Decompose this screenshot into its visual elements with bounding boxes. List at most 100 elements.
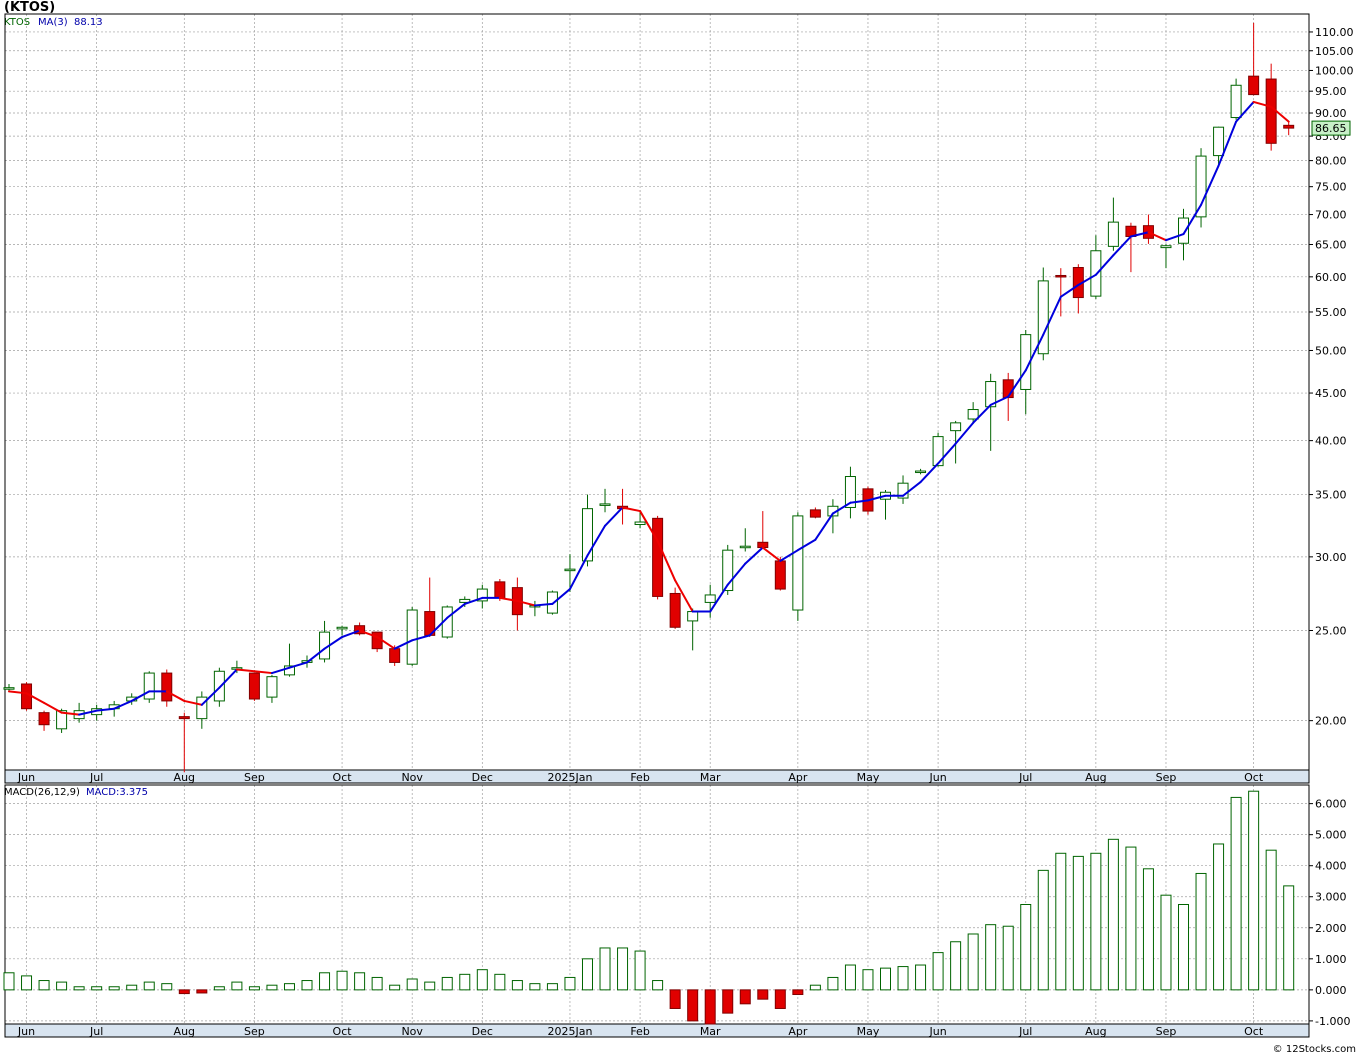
macd-bar	[1283, 885, 1295, 991]
ma3-segment	[288, 661, 309, 669]
macd-bar	[354, 972, 366, 991]
macd-bar	[511, 980, 523, 991]
price-month-label: Aug	[1085, 771, 1106, 784]
macd-bar	[652, 980, 664, 991]
macd-bar	[1230, 796, 1242, 991]
macd-ytick-label: 0.000	[1315, 984, 1347, 997]
macd-bar	[441, 976, 453, 991]
candle-body	[1283, 124, 1295, 129]
ma3-segment	[1270, 105, 1290, 123]
candle-body	[1055, 274, 1067, 278]
candle-body	[406, 609, 418, 665]
ma3-segment	[165, 690, 186, 702]
macd-bar	[967, 933, 979, 991]
candle-body	[722, 549, 734, 592]
price-month-label: Jul	[1018, 771, 1032, 784]
macd-bar	[196, 989, 208, 994]
macd-bar	[669, 989, 681, 1009]
price-gridlines	[5, 14, 1309, 770]
price-ytick-label: 70.00	[1315, 209, 1347, 222]
candle-body	[476, 588, 488, 602]
price-month-label: May	[857, 771, 880, 784]
ma3-segment	[78, 709, 98, 716]
macd-bar	[424, 981, 436, 991]
macd-bars	[3, 790, 1295, 1025]
ma3-segment	[1182, 203, 1203, 236]
macd-bar	[371, 976, 383, 991]
price-ytick-label: 110.00	[1315, 26, 1354, 39]
ma3-segment	[1235, 100, 1255, 123]
macd-bar	[1037, 869, 1049, 991]
macd-month-label: Mar	[700, 1025, 721, 1038]
ma3-segment	[183, 699, 203, 706]
candle-body	[1107, 221, 1119, 247]
price-month-label: Oct	[1244, 771, 1264, 784]
macd-bar	[73, 986, 85, 991]
macd-month-label: May	[857, 1025, 880, 1038]
ma3-segment	[1112, 235, 1132, 257]
price-panel-border	[4, 13, 1310, 771]
macd-bar	[38, 980, 50, 991]
price-ytick-label: 45.00	[1315, 387, 1347, 400]
price-month-label: Nov	[401, 771, 423, 784]
price-panel	[4, 13, 1310, 784]
ma3-segment	[1094, 254, 1115, 276]
candle-body	[792, 515, 804, 611]
macd-bar	[827, 976, 839, 991]
macd-bar	[1265, 849, 1277, 991]
macd-bar	[476, 969, 488, 991]
ma3-segment	[568, 554, 589, 591]
ma3-segment	[253, 670, 273, 675]
candle-body	[38, 712, 50, 726]
macd-bar	[213, 986, 225, 991]
macd-bar	[1020, 904, 1032, 991]
macd-bar	[564, 976, 576, 991]
macd-bar	[985, 924, 997, 991]
price-legend-ma-value: 88.13	[74, 17, 103, 28]
macd-ytick-label: 6.000	[1315, 798, 1347, 811]
macd-bar	[932, 952, 944, 991]
ma3-segment	[551, 588, 571, 605]
macd-ytick-label: 2.000	[1315, 922, 1347, 935]
ma3-segment	[60, 711, 81, 716]
candle-body	[985, 381, 997, 408]
candle-body	[389, 648, 401, 663]
price-legend-ma-label: MA(3)	[38, 17, 68, 28]
candle-body	[3, 687, 15, 690]
macd-bar	[1160, 894, 1172, 991]
macd-bar	[21, 975, 33, 991]
price-ytick-label: 20.00	[1315, 715, 1347, 728]
ma3-segment	[200, 686, 221, 706]
macd-ytick-label: 1.000	[1315, 953, 1347, 966]
ma3-segment	[709, 583, 729, 613]
ma3-segment	[446, 602, 466, 619]
price-ytick-label: 90.00	[1315, 107, 1347, 120]
ma3-segment	[516, 599, 536, 607]
macd-bar	[1213, 843, 1225, 991]
macd-panel	[4, 784, 1310, 1038]
macd-month-label: Jul	[1018, 1025, 1032, 1038]
credit-text: © 12Stocks.com	[1273, 1044, 1356, 1055]
macd-bar	[722, 989, 734, 1014]
price-month-label: Sep	[244, 771, 265, 784]
macd-month-label: Jun	[17, 1025, 35, 1038]
last-price-badge	[1311, 120, 1351, 136]
ma3-segment	[866, 494, 887, 502]
ma3-segment	[323, 636, 344, 650]
ma3-segment	[533, 602, 554, 607]
ma3-segment	[8, 690, 28, 695]
ma3-segment	[113, 699, 133, 710]
macd-bar	[266, 984, 278, 991]
ma3-segment	[814, 512, 834, 541]
price-x-axis: Jun Jul Aug Sep Oct Nov Dec 2025Jan Feb Mar Apr May…	[17, 771, 1264, 784]
ma3-segment	[586, 524, 607, 557]
macd-bar	[880, 967, 891, 991]
price-ytick-label: 95.00	[1315, 85, 1347, 98]
candle-body	[1037, 280, 1049, 355]
price-month-label: Jun	[928, 771, 946, 784]
price-ytick-label: 40.00	[1315, 435, 1347, 448]
candle-body	[494, 581, 506, 599]
price-month-label: Feb	[630, 771, 649, 784]
ma3-segment	[463, 596, 484, 605]
